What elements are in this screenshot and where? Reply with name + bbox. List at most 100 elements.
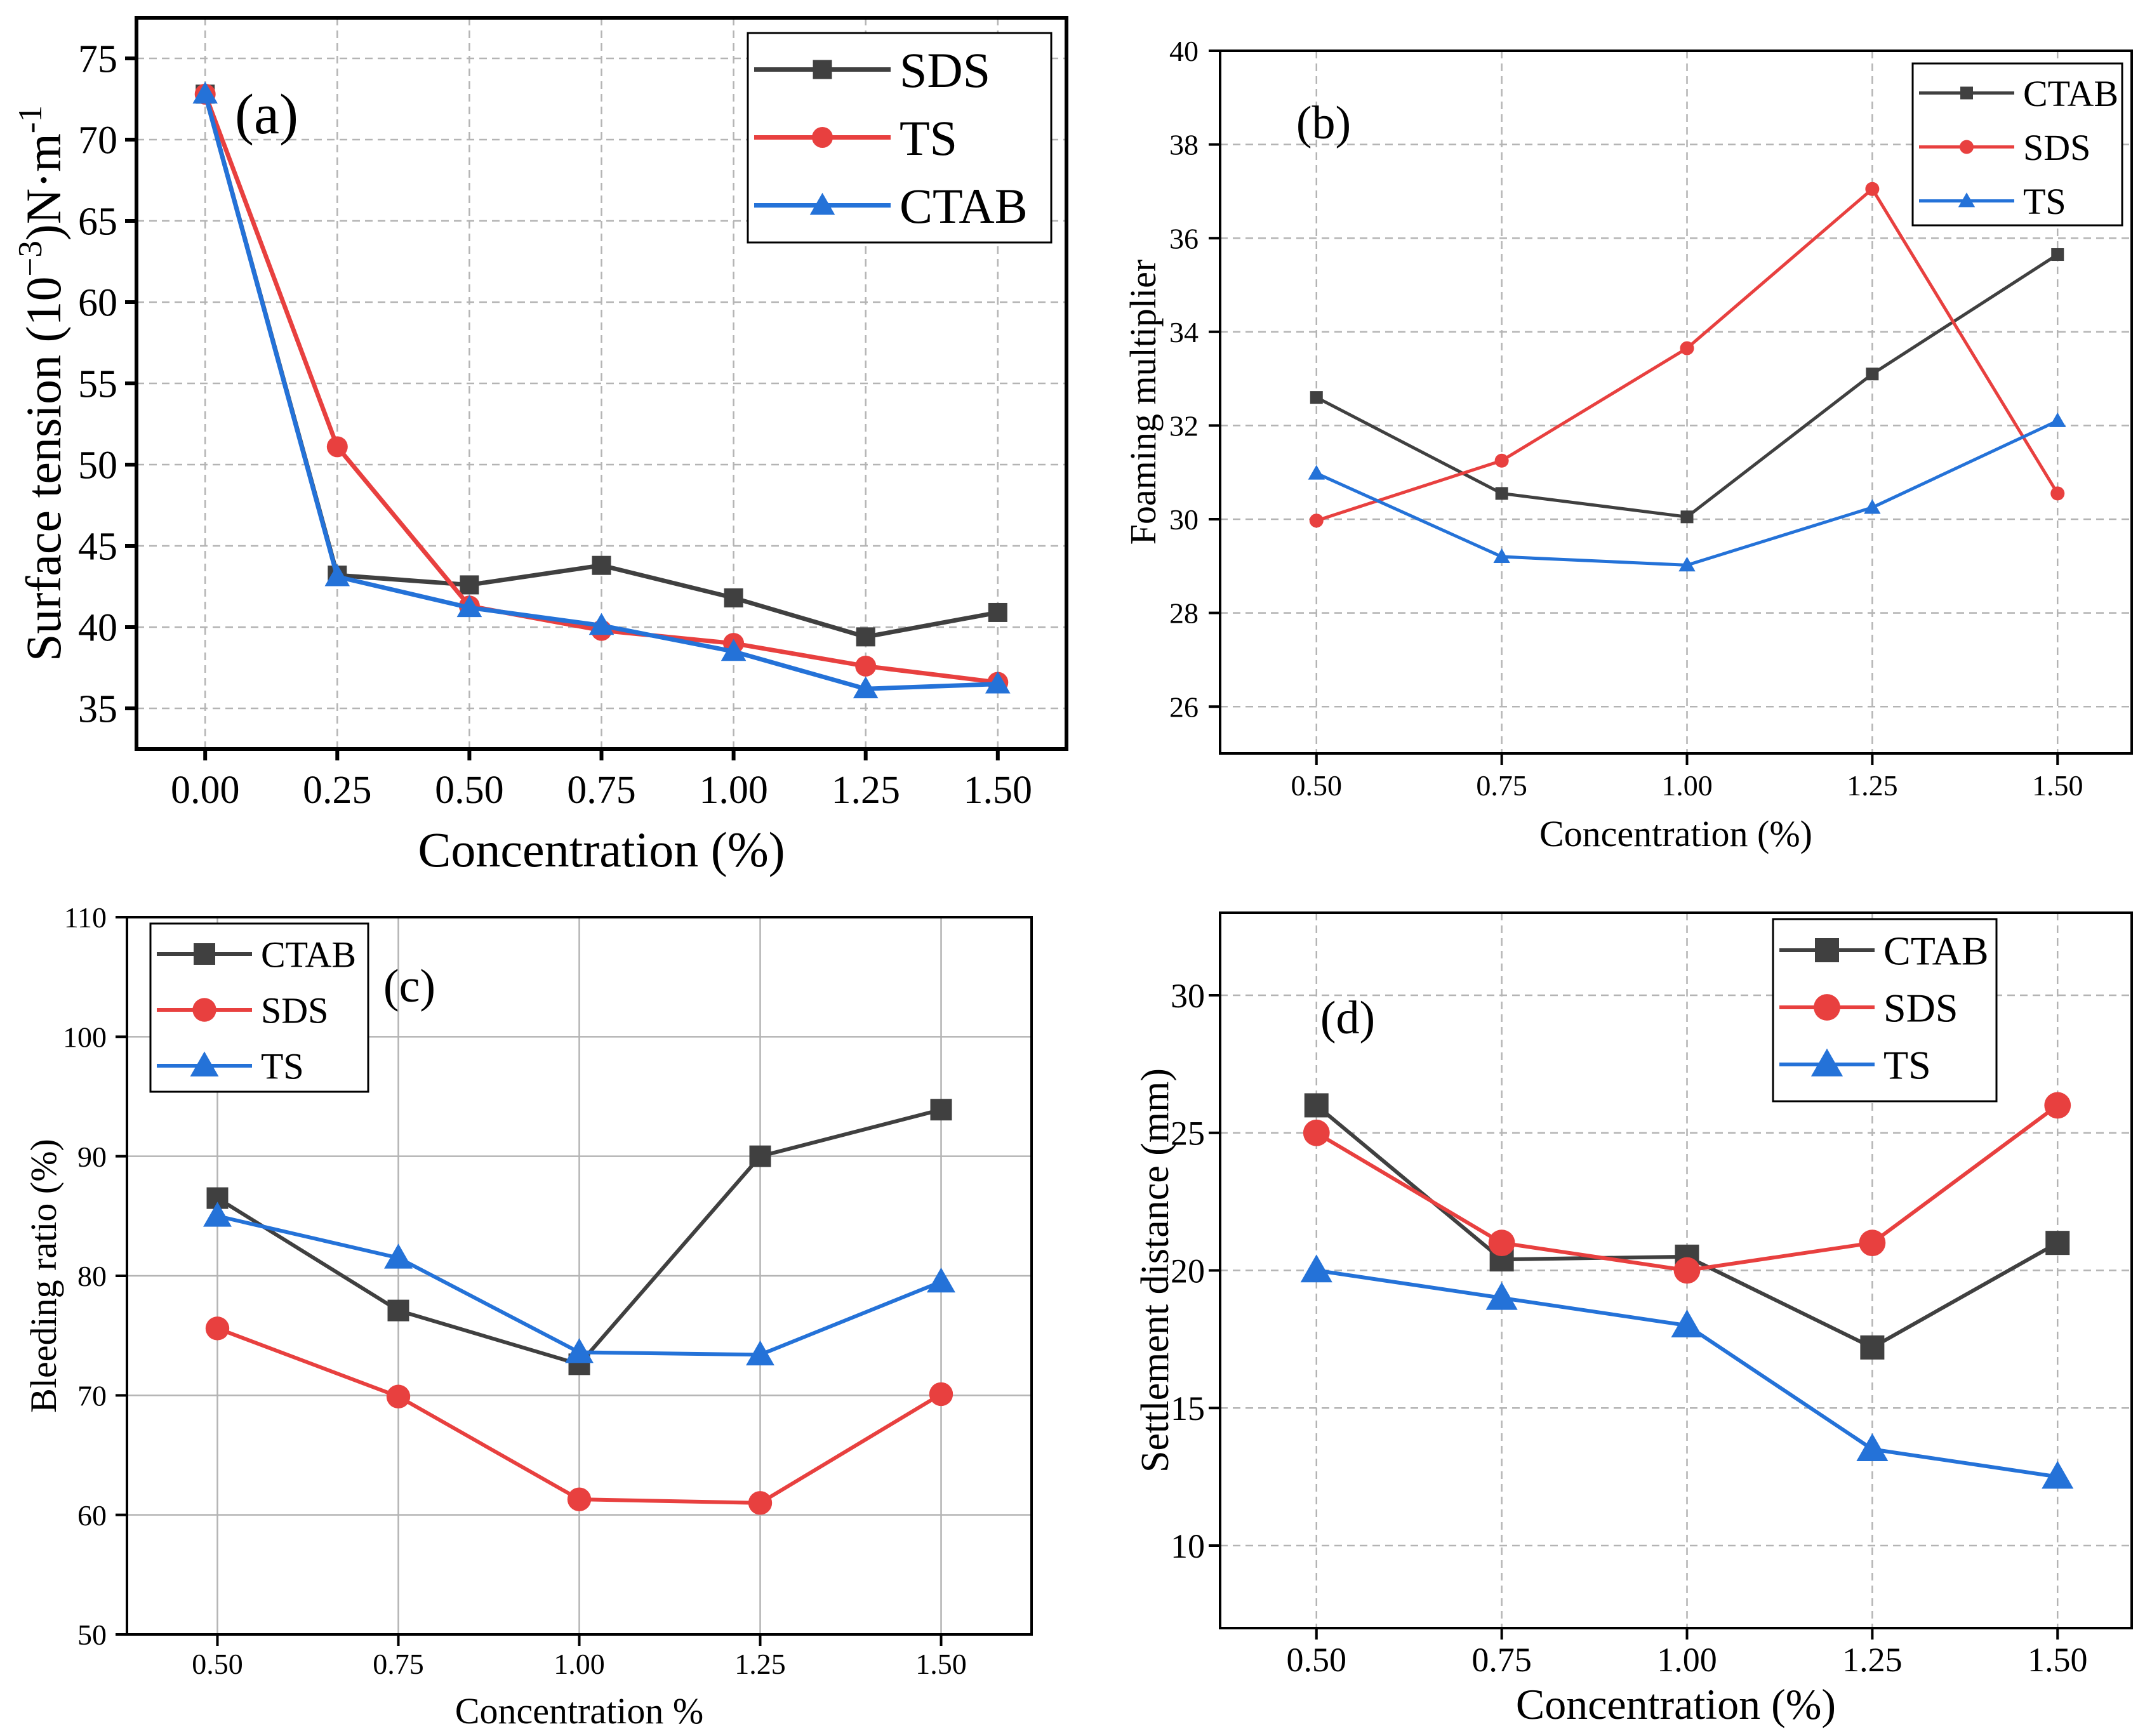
data-point xyxy=(1856,1433,1889,1462)
y-tick-label: 50 xyxy=(78,444,117,487)
x-tick-label: 1.25 xyxy=(831,769,900,812)
data-point xyxy=(988,602,1007,622)
data-point xyxy=(1488,1229,1515,1257)
data-point xyxy=(1865,182,1880,196)
data-point xyxy=(203,1202,232,1227)
data-point xyxy=(985,671,1011,694)
data-point xyxy=(1485,1282,1518,1310)
y-axis-label: Surface tension (10−3)N·m-1 xyxy=(12,105,71,661)
legend: CTAB SDS TS xyxy=(1772,918,1998,1103)
legend: CTAB SDS TS xyxy=(149,922,369,1093)
y-tick-label: 15 xyxy=(1171,1389,1205,1428)
y-tick-label: 55 xyxy=(78,363,117,406)
legend: SDS TS CTAB xyxy=(747,32,1053,244)
y-tick-label: 65 xyxy=(78,201,117,244)
data-point xyxy=(1859,1229,1886,1257)
legend-marker xyxy=(1814,994,1840,1021)
chart-panel-c: 0.50 0.75 1.00 1.25 1.50 50 60 70 80 90 100 110 Conc… xyxy=(23,901,1033,1732)
legend-item: TS xyxy=(157,1045,304,1087)
series-ctab xyxy=(192,81,1011,699)
data-point xyxy=(749,1145,771,1167)
y-tick-label: 20 xyxy=(1171,1252,1205,1290)
x-tick-label: 0.50 xyxy=(435,769,504,812)
legend-label: SDS xyxy=(2023,127,2090,168)
legend-marker xyxy=(813,60,832,79)
data-point xyxy=(588,613,614,635)
y-tick-label: 70 xyxy=(77,1379,107,1412)
x-tick-label: 0.50 xyxy=(1291,769,1343,802)
legend-item: CTAB xyxy=(754,178,1028,234)
y-axis-label: Foaming multiplier xyxy=(1122,260,1164,545)
legend-item: SDS xyxy=(1919,127,2090,168)
legend-marker xyxy=(1960,140,1974,154)
data-point xyxy=(1493,548,1510,563)
legend-marker xyxy=(1810,1048,1843,1077)
panel-label: (c) xyxy=(383,960,435,1012)
legend-label: TS xyxy=(261,1045,304,1087)
data-point xyxy=(456,595,482,618)
panel-label: (a) xyxy=(235,83,298,146)
data-point xyxy=(205,1316,230,1341)
data-point xyxy=(592,555,611,575)
x-tick-label: 1.50 xyxy=(964,769,1033,812)
y-tick-label: 36 xyxy=(1169,222,1199,255)
legend-item: SDS xyxy=(1779,985,1958,1030)
data-point xyxy=(1673,1257,1701,1284)
series-sds xyxy=(1309,182,2065,528)
y-tick-label: 30 xyxy=(1171,977,1205,1015)
data-point xyxy=(2050,486,2065,501)
y-tick-label: 10 xyxy=(1171,1527,1205,1565)
data-point xyxy=(1304,1093,1329,1118)
y-axis-label-part: -1 xyxy=(12,105,49,133)
x-tick-label: 1.25 xyxy=(1842,1641,1903,1679)
data-point xyxy=(930,1099,952,1121)
data-point xyxy=(1308,465,1325,480)
data-point xyxy=(1310,391,1323,404)
legend-label: CTAB xyxy=(2023,73,2118,114)
x-tick-label: 1.25 xyxy=(1847,769,1898,802)
legend-label: CTAB xyxy=(900,178,1028,234)
x-tick-label: 1.00 xyxy=(699,769,768,812)
x-tick-label: 0.75 xyxy=(1476,769,1527,802)
x-axis-label: Concentration (%) xyxy=(1539,813,1812,854)
data-point xyxy=(386,1384,411,1408)
y-tick-label: 28 xyxy=(1169,597,1199,630)
data-point xyxy=(567,1487,592,1511)
data-point xyxy=(1678,557,1696,572)
y-tick-label: 60 xyxy=(77,1499,107,1532)
y-tick-label: 50 xyxy=(77,1619,107,1651)
legend-marker xyxy=(192,998,216,1022)
legend-label: TS xyxy=(1883,1042,1931,1087)
data-point xyxy=(460,575,479,595)
legend-label: SDS xyxy=(900,43,990,98)
x-tick-label: 1.00 xyxy=(1657,1641,1717,1679)
legend-marker xyxy=(194,943,215,965)
data-point xyxy=(748,1491,773,1515)
data-point xyxy=(2042,1461,2074,1489)
y-tick-label: 60 xyxy=(78,282,117,325)
y-tick-label: 90 xyxy=(77,1141,107,1173)
data-point xyxy=(855,655,877,677)
panel-label: (b) xyxy=(1296,97,1351,149)
legend-label: CTAB xyxy=(261,934,356,975)
y-tick-label: 25 xyxy=(1171,1115,1205,1153)
data-point xyxy=(2051,248,2064,262)
data-point xyxy=(326,436,348,458)
series-sds xyxy=(1303,1092,2071,1284)
data-point xyxy=(1860,1335,1885,1360)
y-tick-label: 34 xyxy=(1169,316,1199,348)
data-point xyxy=(192,81,218,104)
legend-box xyxy=(149,922,369,1093)
legend-label: SDS xyxy=(1883,985,1958,1030)
y-tick-label: 35 xyxy=(78,688,117,731)
x-tick-label: 1.50 xyxy=(915,1648,967,1680)
x-tick-label: 0.50 xyxy=(192,1648,243,1680)
legend-marker xyxy=(190,1051,219,1077)
data-point xyxy=(387,1299,409,1322)
x-tick-label: 0.75 xyxy=(373,1648,424,1680)
x-tick-label: 0.50 xyxy=(1287,1641,1347,1679)
y-tick-label: 110 xyxy=(64,901,107,934)
data-point xyxy=(324,564,350,586)
series-ctab xyxy=(1310,248,2064,524)
series-ts xyxy=(1300,1254,2074,1489)
